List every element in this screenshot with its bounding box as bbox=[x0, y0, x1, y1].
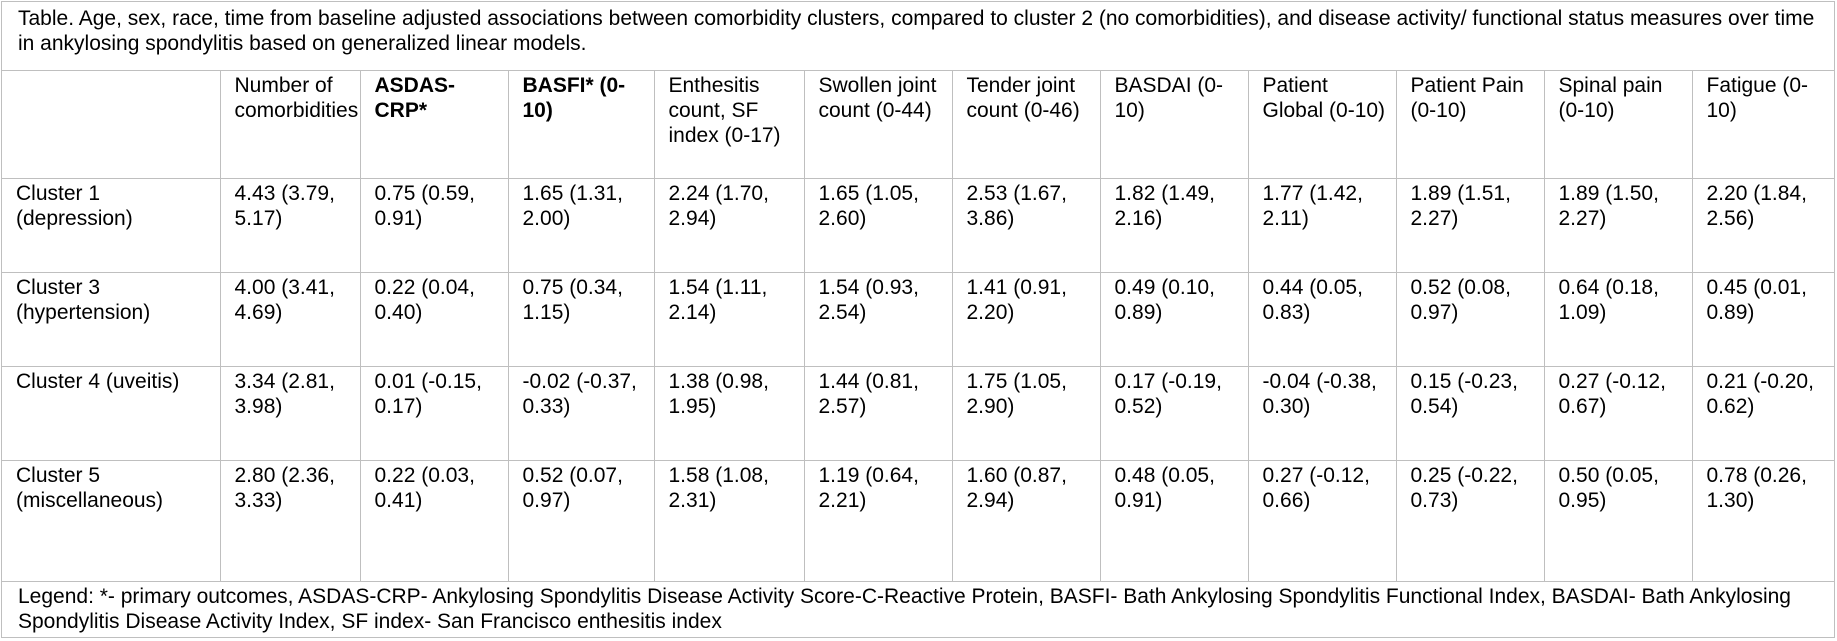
table-cell: 0.15 (-0.23, 0.54) bbox=[1396, 366, 1545, 461]
header-spinal-pain: Spinal pain (0-10) bbox=[1544, 71, 1693, 179]
table-cell: 0.22 (0.03, 0.41) bbox=[360, 460, 509, 582]
row-label: Cluster 5 (miscellaneous) bbox=[2, 460, 221, 582]
table-cell: 0.64 (0.18, 1.09) bbox=[1544, 272, 1693, 367]
table-cell: 0.45 (0.01, 0.89) bbox=[1692, 272, 1834, 367]
row-label: Cluster 1 (depression) bbox=[2, 178, 221, 273]
table-cell: 0.44 (0.05, 0.83) bbox=[1248, 272, 1397, 367]
table-cell: 0.50 (0.05, 0.95) bbox=[1544, 460, 1693, 582]
table-cell: 1.77 (1.42, 2.11) bbox=[1248, 178, 1397, 273]
table-cell: 0.52 (0.07, 0.97) bbox=[508, 460, 655, 582]
table-cell: 2.24 (1.70, 2.94) bbox=[654, 178, 805, 273]
row-label: Cluster 4 (uveitis) bbox=[2, 366, 221, 461]
table-cell: 1.38 (0.98, 1.95) bbox=[654, 366, 805, 461]
table-cell: 2.20 (1.84, 2.56) bbox=[1692, 178, 1834, 273]
table-cell: 1.58 (1.08, 2.31) bbox=[654, 460, 805, 582]
header-basfi: BASFI* (0-10) bbox=[508, 71, 655, 179]
table-row: Cluster 5 (miscellaneous) 2.80 (2.36, 3.… bbox=[2, 460, 1834, 582]
table-cell: -0.02 (-0.37, 0.33) bbox=[508, 366, 655, 461]
table-cell: 1.89 (1.50, 2.27) bbox=[1544, 178, 1693, 273]
table-cell: 4.43 (3.79, 5.17) bbox=[220, 178, 361, 273]
table-cell: 0.21 (-0.20, 0.62) bbox=[1692, 366, 1834, 461]
row-label: Cluster 3 (hypertension) bbox=[2, 272, 221, 367]
header-tender-joint-count: Tender joint count (0-46) bbox=[952, 71, 1101, 179]
table-cell: 1.41 (0.91, 2.20) bbox=[952, 272, 1101, 367]
table-cell: 1.75 (1.05, 2.90) bbox=[952, 366, 1101, 461]
table-row: Cluster 3 (hypertension) 4.00 (3.41, 4.6… bbox=[2, 272, 1834, 367]
header-asdas-crp: ASDAS-CRP* bbox=[360, 71, 509, 179]
table-cell: 0.48 (0.05, 0.91) bbox=[1100, 460, 1249, 582]
table-cell: 0.25 (-0.22, 0.73) bbox=[1396, 460, 1545, 582]
table-cell: 0.75 (0.34, 1.15) bbox=[508, 272, 655, 367]
table-row: Cluster 1 (depression) 4.43 (3.79, 5.17)… bbox=[2, 178, 1834, 273]
header-patient-pain: Patient Pain (0-10) bbox=[1396, 71, 1545, 179]
table-cell: 1.44 (0.81, 2.57) bbox=[804, 366, 953, 461]
table-cell: 1.54 (0.93, 2.54) bbox=[804, 272, 953, 367]
table-cell: -0.04 (-0.38, 0.30) bbox=[1248, 366, 1397, 461]
table-cell: 0.75 (0.59, 0.91) bbox=[360, 178, 509, 273]
results-table: Number of comorbidities ASDAS-CRP* BASFI… bbox=[2, 71, 1834, 582]
table-cell: 2.80 (2.36, 3.33) bbox=[220, 460, 361, 582]
header-cell-empty bbox=[2, 71, 221, 179]
table-cell: 2.53 (1.67, 3.86) bbox=[952, 178, 1101, 273]
table-cell: 1.60 (0.87, 2.94) bbox=[952, 460, 1101, 582]
table-cell: 0.52 (0.08, 0.97) bbox=[1396, 272, 1545, 367]
table-row: Cluster 4 (uveitis) 3.34 (2.81, 3.98) 0.… bbox=[2, 366, 1834, 461]
header-swollen-joint-count: Swollen joint count (0-44) bbox=[804, 71, 953, 179]
header-enthesitis-count: Enthesitis count, SF index (0-17) bbox=[654, 71, 805, 179]
table-cell: 0.01 (-0.15, 0.17) bbox=[360, 366, 509, 461]
table-caption: Table. Age, sex, race, time from baselin… bbox=[2, 2, 1834, 71]
table-cell: 1.19 (0.64, 2.21) bbox=[804, 460, 953, 582]
table-cell: 0.49 (0.10, 0.89) bbox=[1100, 272, 1249, 367]
table-legend: Legend: *- primary outcomes, ASDAS-CRP- … bbox=[18, 585, 1791, 633]
table-cell: 1.65 (1.05, 2.60) bbox=[804, 178, 953, 273]
table-cell: 1.89 (1.51, 2.27) bbox=[1396, 178, 1545, 273]
table-cell: 1.65 (1.31, 2.00) bbox=[508, 178, 655, 273]
table-cell: 0.27 (-0.12, 0.66) bbox=[1248, 460, 1397, 582]
table-cell: 1.54 (1.11, 2.14) bbox=[654, 272, 805, 367]
table-cell: 1.82 (1.49, 2.16) bbox=[1100, 178, 1249, 273]
table-cell: 0.78 (0.26, 1.30) bbox=[1692, 460, 1834, 582]
table-cell: 0.22 (0.04, 0.40) bbox=[360, 272, 509, 367]
table-cell: 0.27 (-0.12, 0.67) bbox=[1544, 366, 1693, 461]
header-basdai: BASDAI (0-10) bbox=[1100, 71, 1249, 179]
header-fatigue: Fatigue (0-10) bbox=[1692, 71, 1834, 179]
header-number-of-comorbidities: Number of comorbidities bbox=[220, 71, 361, 179]
header-row: Number of comorbidities ASDAS-CRP* BASFI… bbox=[2, 71, 1834, 179]
header-patient-global: Patient Global (0-10) bbox=[1248, 71, 1397, 179]
table-cell: 3.34 (2.81, 3.98) bbox=[220, 366, 361, 461]
table-cell: 4.00 (3.41, 4.69) bbox=[220, 272, 361, 367]
table-cell: 0.17 (-0.19, 0.52) bbox=[1100, 366, 1249, 461]
